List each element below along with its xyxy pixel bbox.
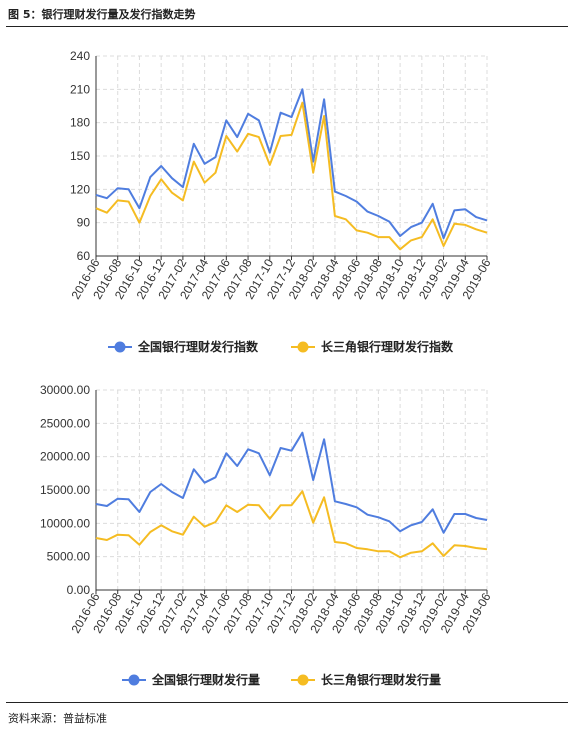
legend-label: 全国银行理财发行指数 xyxy=(137,339,259,354)
legend: 全国银行理财发行量 长三角银行理财发行量 xyxy=(122,672,441,687)
legend: 全国银行理财发行指数 长三角银行理财发行指数 xyxy=(108,339,454,354)
legend-swatch-dot xyxy=(297,674,309,686)
series-line-yrd xyxy=(95,490,488,559)
series-line-national xyxy=(95,431,488,534)
title-divider xyxy=(6,26,568,27)
y-tick-label: 30000.00 xyxy=(40,383,90,397)
y-tick-label: 0.00 xyxy=(67,583,91,597)
legend-label: 全国银行理财发行量 xyxy=(151,672,260,687)
legend-label: 长三角银行理财发行指数 xyxy=(321,339,454,354)
series-line-yrd xyxy=(95,101,488,251)
footer-divider xyxy=(6,702,568,703)
issuance-index-chart: 60901201501802102402016-062016-082016-10… xyxy=(68,49,493,354)
y-tick-label: 210 xyxy=(70,82,90,96)
source-note: 资料来源：普益标准 xyxy=(8,712,107,725)
y-tick-label: 5000.00 xyxy=(47,550,91,564)
y-tick-label: 10000.00 xyxy=(40,516,90,530)
y-tick-label: 25000.00 xyxy=(40,416,90,430)
y-tick-label: 150 xyxy=(70,149,90,163)
y-tick-label: 180 xyxy=(70,116,90,130)
issuance-volume-chart: 0.00 5000.00 10000.00 15000.00 20000.00 25000… xyxy=(40,383,494,687)
legend-swatch-dot xyxy=(128,674,140,686)
y-tick-label: 60 xyxy=(77,249,91,263)
y-tick-label: 240 xyxy=(70,49,90,63)
legend-swatch-dot xyxy=(114,341,126,353)
series-line-national xyxy=(95,88,488,240)
y-tick-label: 90 xyxy=(77,216,91,230)
figure-title: 图 5：银行理财发行量及发行指数走势 xyxy=(8,8,196,21)
y-tick-label: 15000.00 xyxy=(40,483,90,497)
legend-swatch-dot xyxy=(297,341,309,353)
y-tick-label: 120 xyxy=(70,182,90,196)
legend-label: 长三角银行理财发行量 xyxy=(321,672,441,687)
y-tick-label: 20000.00 xyxy=(40,450,90,464)
